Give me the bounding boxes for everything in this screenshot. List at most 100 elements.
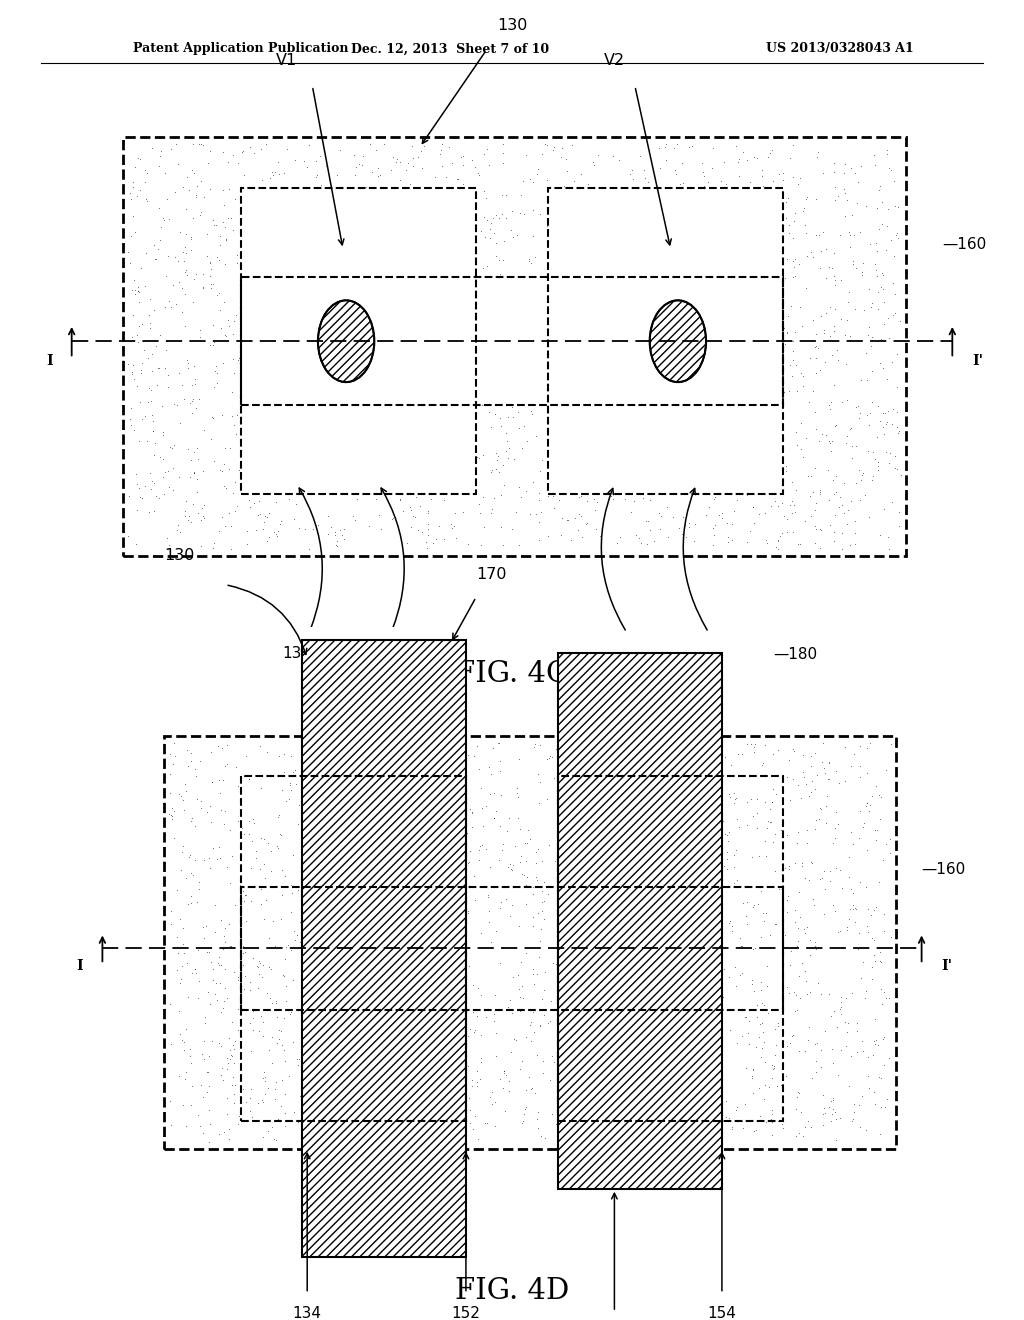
Point [471, 447, 487, 469]
Point [166, 801, 182, 822]
Point [860, 1045, 877, 1067]
Point [254, 1090, 270, 1111]
Point [539, 135, 555, 156]
Point [871, 941, 888, 962]
Point [793, 438, 809, 459]
Point [255, 1092, 271, 1113]
Point [714, 502, 730, 523]
Point [220, 1027, 237, 1048]
Point [193, 202, 209, 223]
Point [700, 496, 717, 517]
Point [529, 838, 546, 859]
Point [475, 445, 492, 466]
Point [815, 1104, 831, 1125]
Point [217, 478, 233, 499]
Point [264, 164, 281, 185]
Point [137, 189, 154, 210]
Point [784, 521, 801, 543]
Point [539, 215, 555, 236]
Point [827, 900, 844, 921]
Point [182, 1053, 199, 1074]
Point [182, 228, 199, 249]
Point [204, 407, 220, 428]
Point [267, 990, 284, 1011]
Point [202, 252, 218, 273]
Point [719, 858, 735, 879]
Point [467, 156, 483, 177]
Point [496, 231, 512, 252]
Point [271, 1019, 288, 1040]
Point [536, 909, 552, 931]
Point [826, 828, 843, 849]
Point [796, 767, 812, 788]
Point [549, 964, 565, 985]
Point [144, 137, 161, 158]
Point [815, 1084, 831, 1105]
Point [504, 895, 520, 916]
Point [505, 854, 521, 875]
Point [474, 257, 490, 279]
Point [744, 805, 761, 826]
Point [136, 475, 153, 496]
Point [461, 956, 477, 977]
Point [234, 880, 251, 902]
Point [548, 953, 564, 974]
Point [721, 966, 737, 987]
Point [464, 803, 480, 824]
Point [134, 488, 151, 510]
Point [481, 900, 498, 921]
Point [257, 1084, 273, 1105]
Point [241, 768, 257, 789]
Point [267, 523, 284, 544]
Point [261, 168, 278, 189]
Point [522, 828, 539, 849]
Point [739, 913, 756, 935]
Point [224, 405, 241, 426]
Point [433, 156, 450, 177]
Point [184, 207, 201, 228]
Point [837, 325, 853, 346]
Point [528, 964, 545, 985]
Point [791, 1123, 807, 1144]
Point [851, 828, 867, 849]
Point [287, 149, 303, 170]
Point [874, 417, 891, 438]
Point [205, 273, 221, 294]
Point [416, 136, 432, 157]
Point [790, 821, 806, 842]
Point [205, 334, 221, 355]
Point [519, 395, 536, 416]
Point [484, 737, 501, 758]
Point [182, 1039, 199, 1060]
Point [545, 140, 561, 161]
Point [207, 355, 223, 376]
Point [216, 990, 232, 1011]
Point [658, 496, 675, 517]
Point [178, 867, 195, 888]
Point [717, 746, 733, 767]
Point [196, 135, 212, 156]
Point [530, 158, 547, 180]
Point [158, 339, 174, 360]
Point [329, 165, 345, 186]
Point [801, 785, 817, 807]
Point [465, 974, 481, 995]
Point [276, 1039, 293, 1060]
Point [248, 520, 264, 541]
Point [261, 928, 278, 949]
Point [492, 751, 508, 772]
Point [414, 521, 430, 543]
Point [275, 965, 292, 986]
Point [754, 1038, 770, 1059]
Point [785, 741, 802, 762]
Point [827, 416, 844, 437]
Point [788, 999, 805, 1020]
Point [736, 1093, 753, 1114]
Point [218, 1059, 234, 1080]
Point [319, 524, 336, 545]
Point [590, 144, 606, 165]
Point [753, 979, 769, 1001]
Point [827, 414, 844, 436]
Point [862, 795, 879, 816]
Point [414, 157, 430, 178]
